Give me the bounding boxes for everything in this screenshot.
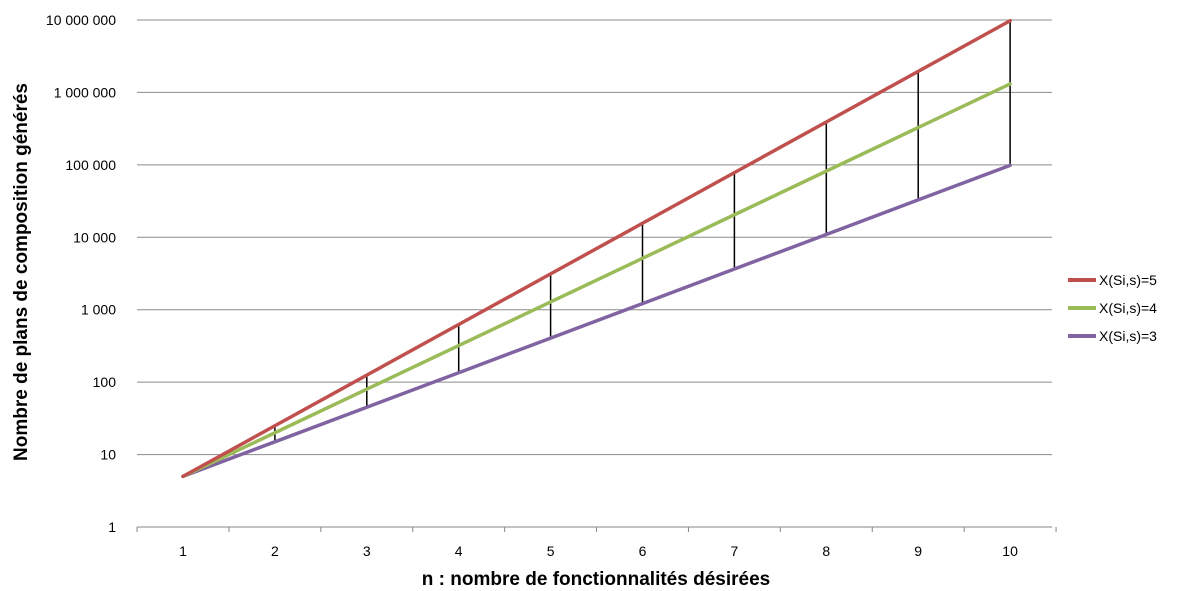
x-axis-title: n : nombre de fonctionnalités désirées [422, 569, 770, 590]
x-tick-label: 9 [914, 543, 922, 559]
y-tick-label: 1 [108, 519, 116, 535]
y-tick-label: 1 000 [81, 302, 116, 318]
x-tick-label: 3 [363, 543, 371, 559]
y-tick-label: 100 000 [65, 157, 116, 173]
legend-label: X(Si,s)=4 [1099, 300, 1157, 316]
y-axis-title: Nombre de plans de composition générés [11, 83, 32, 461]
x-tick-labels: 1 2 3 4 5 6 7 8 9 10 [179, 543, 1018, 559]
series-lines [181, 18, 1012, 479]
grid-lines [136, 19, 1057, 532]
y-tick-label: 1 000 000 [54, 84, 116, 100]
y-tick-label: 10 000 000 [46, 12, 116, 28]
x-tick-label: 1 [179, 543, 187, 559]
x-tick-label: 7 [731, 543, 739, 559]
y-tick-label: 10 000 [73, 229, 116, 245]
y-tick-label: 100 [93, 374, 117, 390]
legend: X(Si,s)=5 X(Si,s)=4 X(Si,s)=3 [1068, 272, 1157, 344]
y-tick-labels: 1 10 100 1 000 10 000 100 000 1 000 000 10 000 … [46, 12, 116, 535]
legend-label: X(Si,s)=3 [1099, 328, 1157, 344]
x-tick-label: 2 [271, 543, 279, 559]
series-line [181, 82, 1012, 479]
x-tick-label: 4 [455, 543, 463, 559]
x-tick-label: 5 [547, 543, 555, 559]
y-tick-label: 10 [100, 447, 116, 463]
legend-label: X(Si,s)=5 [1099, 272, 1157, 288]
series-line [181, 163, 1012, 479]
range-bars [274, 20, 1011, 442]
series-line [181, 18, 1012, 479]
x-tick-label: 8 [822, 543, 830, 559]
x-tick-label: 6 [639, 543, 647, 559]
x-tick-label: 10 [1002, 543, 1018, 559]
